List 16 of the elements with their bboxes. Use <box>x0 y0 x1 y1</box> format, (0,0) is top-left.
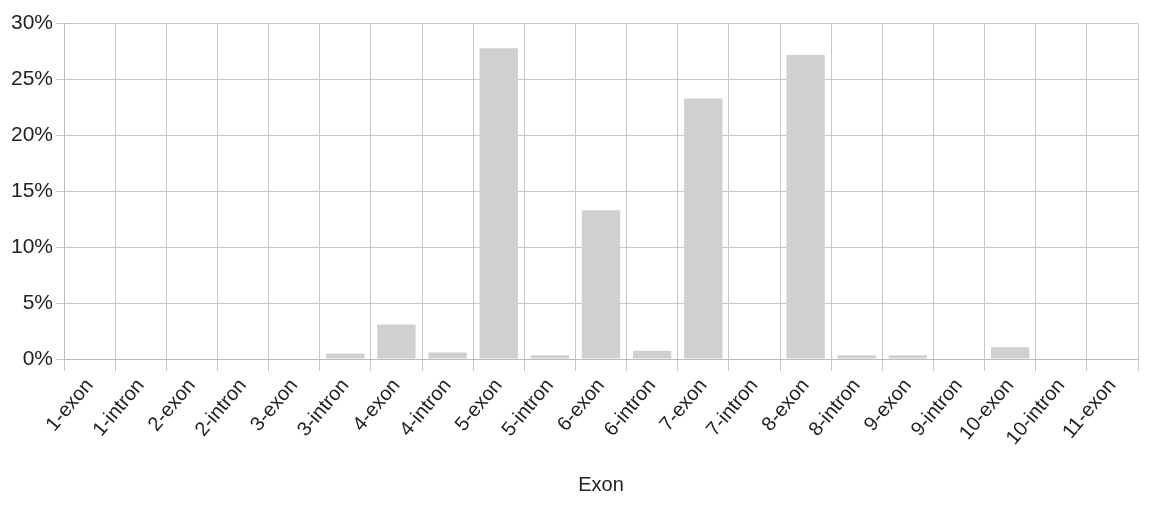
y-tick-label: 5% <box>22 289 54 313</box>
bar <box>990 347 1030 359</box>
bar <box>377 324 416 359</box>
y-tick-label: 30% <box>11 10 54 34</box>
y-tick-label: 25% <box>11 66 54 90</box>
y-tick-label: 20% <box>11 122 54 146</box>
y-tick-label: 10% <box>11 234 54 258</box>
x-axis-title: Exon <box>578 472 624 495</box>
bar <box>888 355 928 359</box>
y-tick-label: 0% <box>22 345 54 369</box>
bar <box>326 353 365 359</box>
bar <box>632 350 672 359</box>
bar <box>428 352 467 359</box>
bar <box>837 355 876 359</box>
y-tick-label: 15% <box>11 178 54 202</box>
bar <box>530 355 570 359</box>
